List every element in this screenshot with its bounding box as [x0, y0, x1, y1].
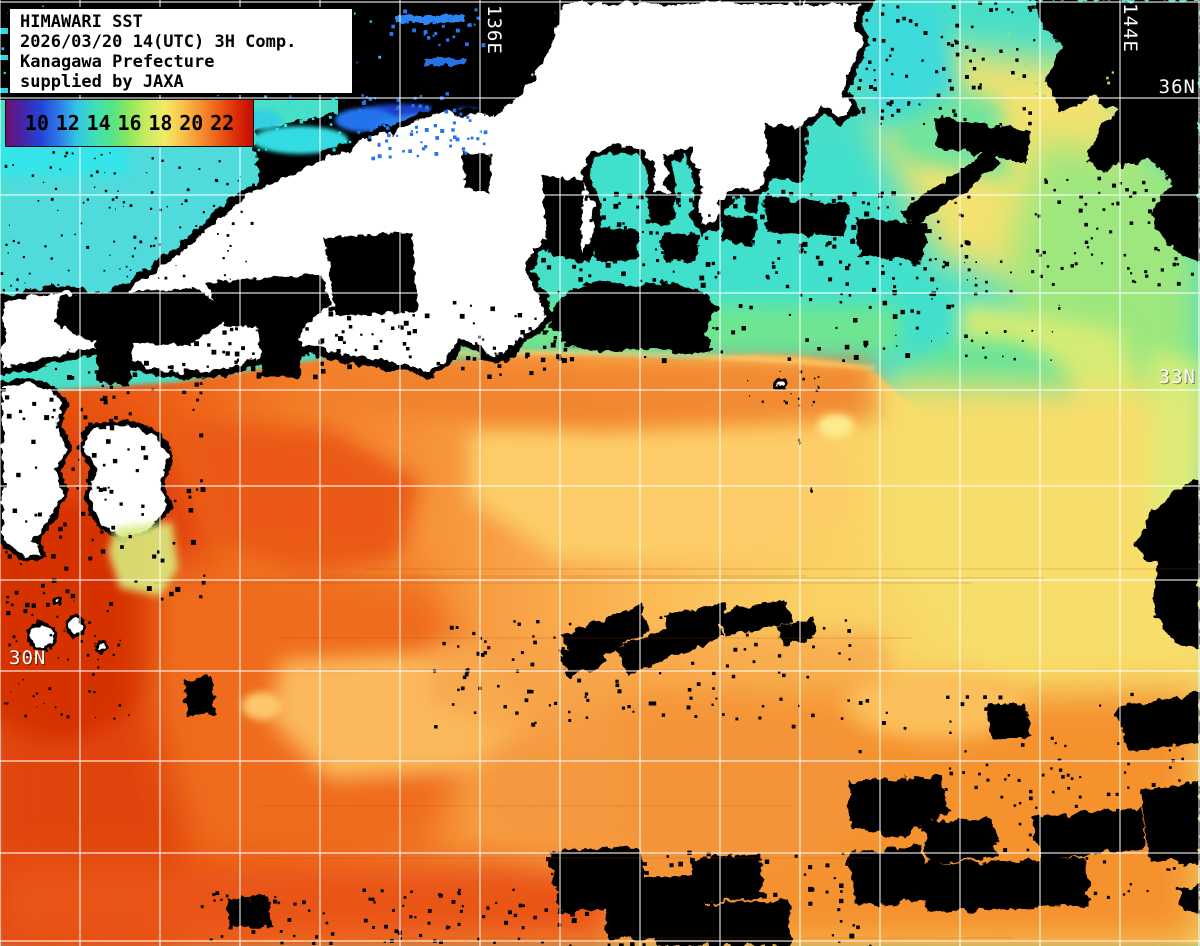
- grid-label-30n: 30N: [9, 647, 47, 669]
- title-product: HIMAWARI SST: [20, 12, 143, 32]
- title-region: Kanagawa Prefecture: [20, 52, 215, 72]
- inland-water-mask: [55, 124, 808, 386]
- colorbar-tick: 20: [179, 111, 204, 135]
- colorbar-tick: 22: [210, 111, 235, 135]
- colorbar-legend: 10 12 14 16 18 20 22: [5, 99, 254, 147]
- grid-label-33n: 33N: [1158, 366, 1196, 388]
- title-box: HIMAWARI SST 2026/03/20 14(UTC) 3H Comp.…: [8, 7, 354, 95]
- grid-label-36n: 36N: [1158, 76, 1196, 98]
- colorbar-tick: 16: [117, 111, 142, 135]
- grid-label-136e: 136E: [483, 5, 505, 55]
- grid-label-144e: 144E: [1119, 3, 1141, 53]
- colorbar-tick: 10: [24, 111, 49, 135]
- title-datetime: 2026/03/20 14(UTC) 3H Comp.: [20, 32, 297, 52]
- colorbar-tick: 14: [86, 111, 111, 135]
- title-credit: supplied by JAXA: [20, 72, 184, 92]
- colorbar-tick: 12: [55, 111, 80, 135]
- colorbar-tick: 18: [148, 111, 173, 135]
